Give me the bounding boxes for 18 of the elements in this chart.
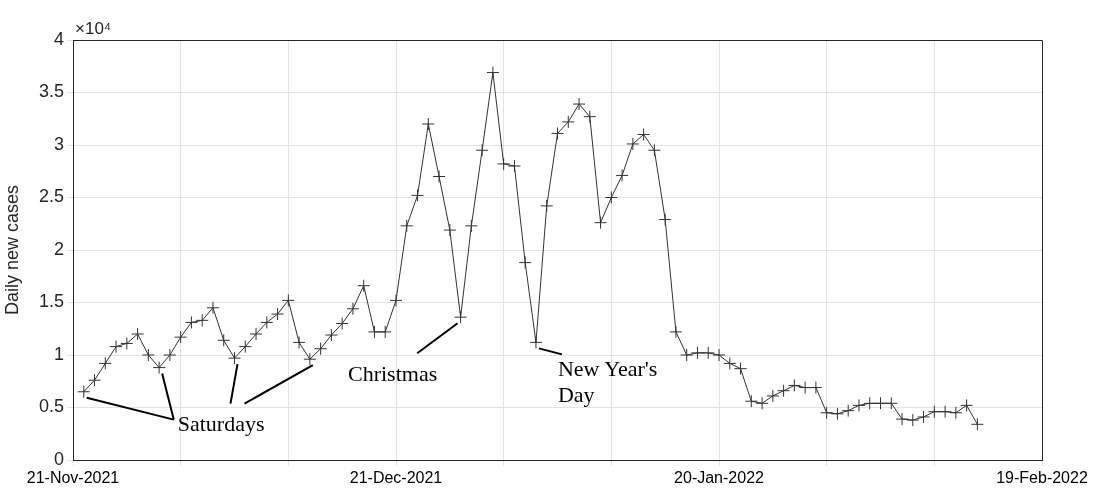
text: ×10⁴ [75,19,112,39]
x-tick-label: 21-Dec-2021 [349,469,443,487]
y-tick-label: 3.5 [38,81,64,102]
y-tick-label: 2.5 [38,186,64,207]
y-tick-label: 3 [53,133,64,154]
x-tick-label: 20-Jan-2022 [674,469,765,487]
y-tick-label: 4 [53,28,64,49]
y-tick-label: 0 [53,448,64,469]
y-axis-title: Daily new cases [1,184,22,316]
annotation: New Year's Day [557,356,658,408]
annotation: Saturdays [177,411,265,437]
y-tick-label: 1 [53,343,64,364]
y-tick-label: 0.5 [38,396,64,417]
x-tick-label: 19-Feb-2022 [996,469,1088,487]
annotation: Christmas [347,360,438,386]
y-tick-label: 1.5 [38,291,64,312]
y-tick-label: 2 [53,238,64,259]
x-tick-label: 21-Nov-2021 [26,469,120,487]
